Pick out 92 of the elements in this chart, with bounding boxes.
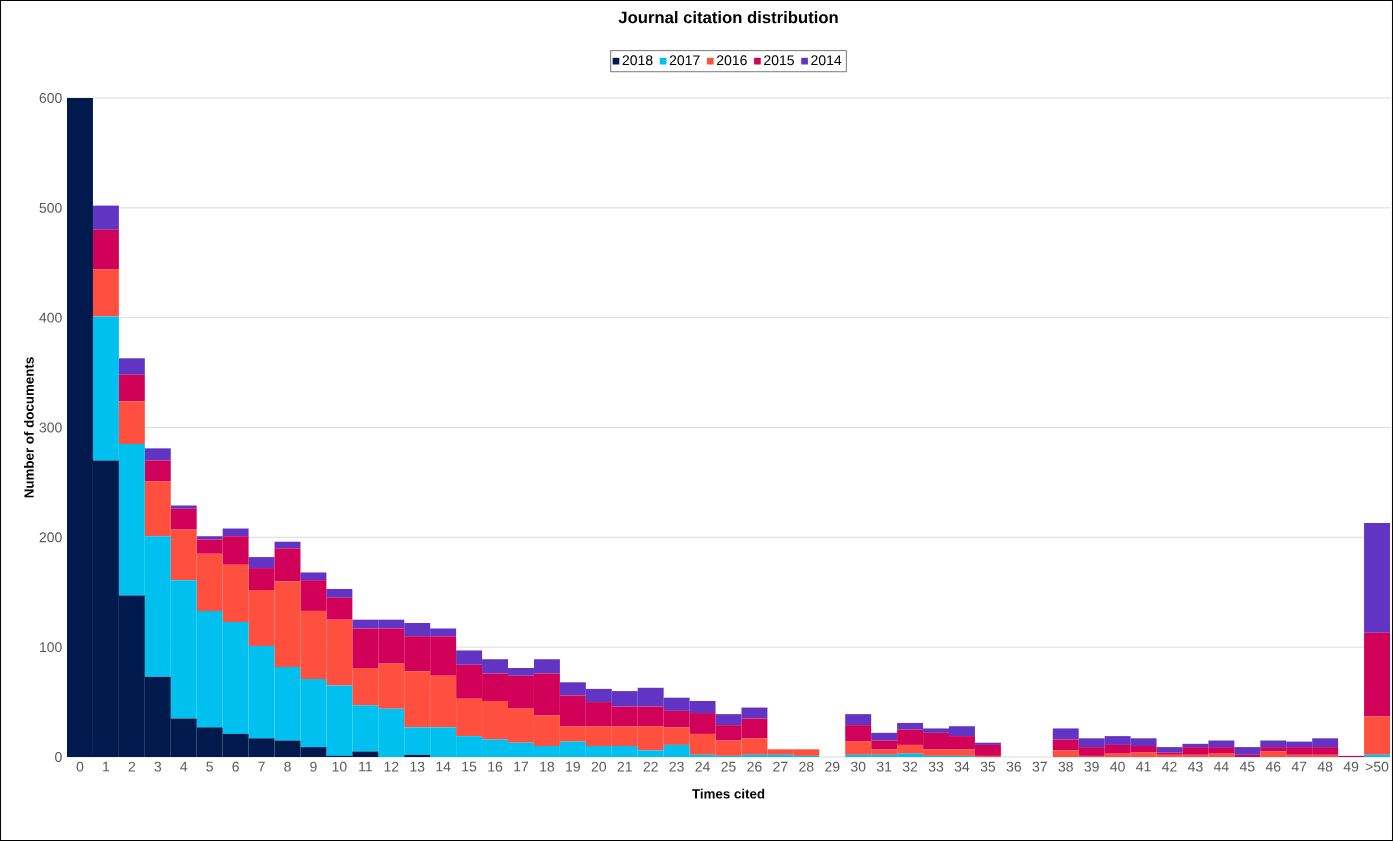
y-tick-label: 300 <box>39 422 62 433</box>
x-tick-label: 49 <box>1343 761 1359 772</box>
legend-label: 2014 <box>811 55 842 66</box>
legend-label: 2018 <box>622 55 653 66</box>
x-tick-label: >50 <box>1365 761 1389 772</box>
chart-title: Journal citation distribution <box>618 11 838 24</box>
x-tick-label: 34 <box>954 761 970 772</box>
x-tick-label: 18 <box>540 761 555 772</box>
bar <box>1156 747 1183 753</box>
x-tick-label: 23 <box>669 761 684 772</box>
bar <box>170 505 197 509</box>
y-tick-label: 600 <box>39 93 62 103</box>
x-tick-label: 41 <box>1136 761 1151 772</box>
bar <box>1364 716 1390 755</box>
x-tick-label: 46 <box>1265 761 1281 772</box>
bar <box>1234 747 1261 755</box>
bar <box>1364 754 1390 757</box>
y-axis-title: Number of documents <box>23 357 34 498</box>
bar <box>974 742 1001 745</box>
x-tick-label: 39 <box>1084 761 1099 772</box>
bar <box>871 732 898 741</box>
x-axis-title: Times cited <box>692 788 765 799</box>
x-tick-label: 1 <box>103 761 110 772</box>
bar <box>170 508 197 530</box>
bar <box>1364 632 1390 717</box>
bar <box>118 358 145 375</box>
bar <box>1234 754 1261 757</box>
y-tick-label: 400 <box>39 312 62 323</box>
bar <box>92 205 119 230</box>
y-tick-label: 100 <box>40 642 62 653</box>
x-tick-label: 16 <box>488 761 503 772</box>
bar <box>404 754 431 757</box>
x-tick-label: 17 <box>514 761 529 772</box>
y-tick-label: 0 <box>55 752 62 762</box>
x-tick-label: 24 <box>695 761 710 772</box>
x-tick-label: 7 <box>258 761 265 772</box>
legend-label: 2016 <box>716 55 747 66</box>
x-tick-label: 4 <box>180 761 188 772</box>
x-tick-label: 0 <box>76 761 84 772</box>
x-tick-label: 5 <box>206 761 213 772</box>
bar <box>196 536 223 540</box>
x-tick-label: 12 <box>384 761 399 772</box>
x-tick-label: 29 <box>825 761 840 772</box>
bar <box>326 588 353 598</box>
x-tick-label: 28 <box>799 761 814 772</box>
bar <box>222 528 249 537</box>
x-tick-label: 27 <box>773 761 788 772</box>
x-tick-label: 35 <box>980 761 996 772</box>
bar <box>144 448 171 461</box>
x-tick-label: 8 <box>284 761 291 772</box>
x-tick-label: 10 <box>332 761 347 772</box>
x-tick-label: 9 <box>310 761 317 772</box>
x-tick-label: 2 <box>128 761 136 772</box>
legend-label: 2015 <box>764 55 794 66</box>
x-tick-label: 22 <box>643 761 658 772</box>
x-tick-label: 37 <box>1032 761 1047 772</box>
x-tick-label: 3 <box>154 761 162 772</box>
bar <box>300 572 327 581</box>
x-tick-label: 36 <box>1006 761 1022 772</box>
x-tick-label: 32 <box>902 761 918 772</box>
x-tick-label: 13 <box>410 761 425 772</box>
y-tick-label: 500 <box>39 202 62 213</box>
x-tick-label: 48 <box>1317 761 1333 772</box>
x-tick-label: 33 <box>928 761 944 772</box>
bar <box>144 460 171 482</box>
x-tick-label: 14 <box>436 761 451 772</box>
x-tick-label: 6 <box>232 761 239 772</box>
x-tick-label: 30 <box>850 761 866 772</box>
bar <box>118 401 145 444</box>
x-tick-label: 19 <box>566 761 580 772</box>
bar <box>92 269 119 317</box>
x-tick-label: 15 <box>462 761 477 772</box>
bar <box>248 557 275 569</box>
x-tick-label: 20 <box>591 761 607 772</box>
x-tick-label: 25 <box>721 761 736 772</box>
x-tick-label: 40 <box>1110 761 1125 772</box>
x-tick-label: 42 <box>1162 761 1177 772</box>
bar <box>1364 523 1390 633</box>
bar <box>92 229 119 270</box>
x-tick-label: 43 <box>1187 761 1203 772</box>
x-tick-label: 11 <box>359 761 372 772</box>
x-tick-label: 31 <box>876 761 892 772</box>
x-tick-label: 38 <box>1058 761 1073 772</box>
x-tick-label: 26 <box>747 761 762 772</box>
legend-label: 2017 <box>669 55 700 66</box>
y-tick-label: 200 <box>39 532 62 543</box>
bar <box>118 374 145 402</box>
x-tick-label: 44 <box>1213 761 1229 772</box>
bar <box>845 714 872 726</box>
x-tick-label: 21 <box>617 761 632 772</box>
x-tick-label: 45 <box>1239 761 1255 772</box>
x-tick-label: 47 <box>1291 761 1307 772</box>
